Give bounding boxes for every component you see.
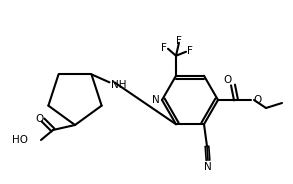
- Text: O: O: [223, 75, 231, 85]
- Text: NH: NH: [111, 80, 126, 90]
- Text: N: N: [204, 162, 212, 172]
- Text: O: O: [35, 114, 43, 124]
- Text: F: F: [161, 43, 167, 53]
- Text: N: N: [152, 95, 160, 105]
- Text: F: F: [176, 36, 182, 46]
- Text: F: F: [187, 46, 193, 56]
- Text: O: O: [253, 95, 261, 105]
- Text: HO: HO: [12, 135, 28, 145]
